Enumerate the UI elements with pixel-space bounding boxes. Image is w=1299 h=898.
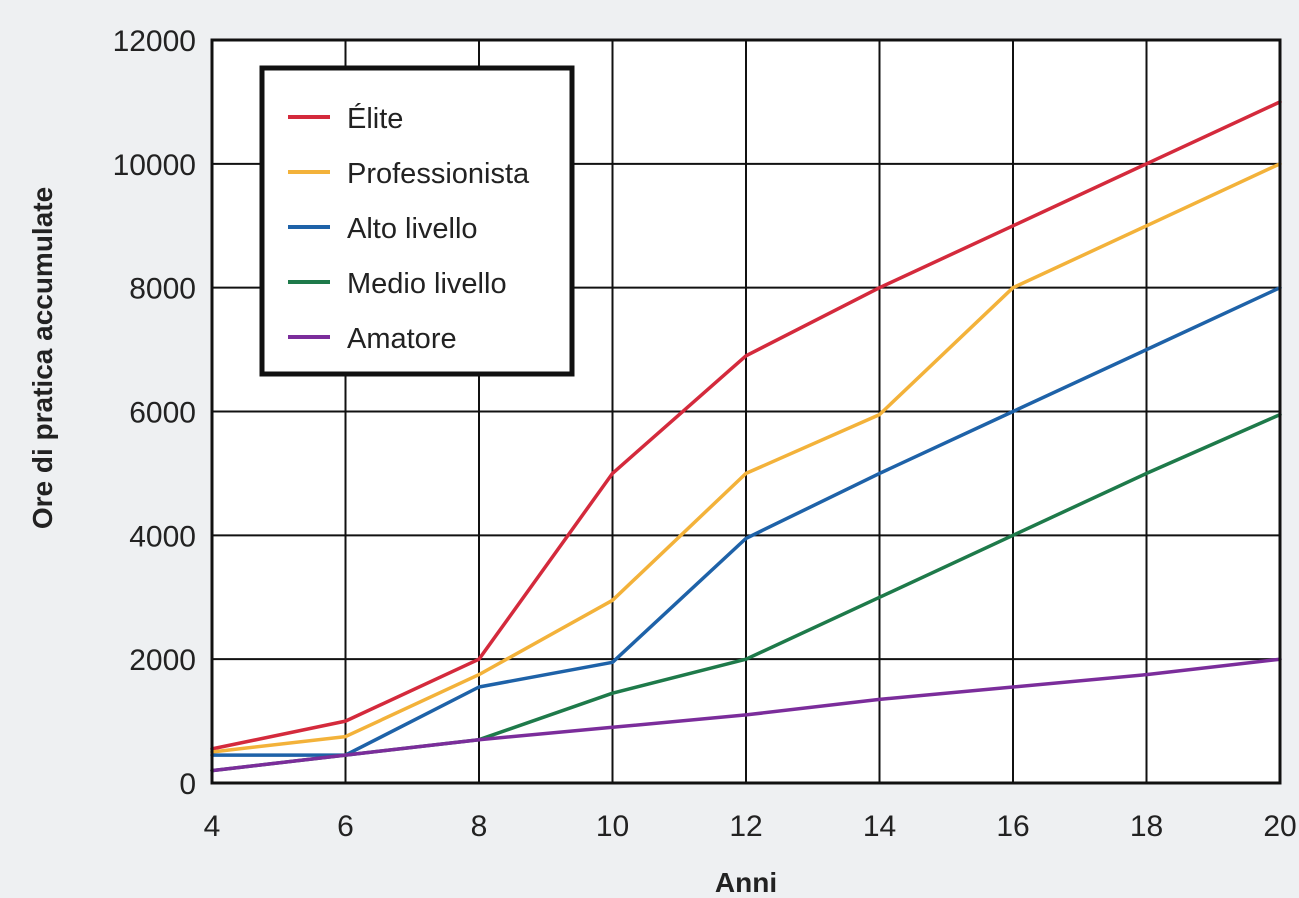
x-axis-title: Anni	[715, 867, 777, 898]
series-line-amatore	[210, 657, 1282, 773]
x-tick-label: 8	[471, 810, 488, 843]
series-line-elite	[210, 100, 1282, 751]
tick-labels: 4 6 8 10 12 14 16 18 20 0 2000 4000 6000 8000 10000 120…	[113, 25, 1297, 843]
x-tick-label: 20	[1263, 810, 1296, 843]
legend-items: Élite Professionista Alto livello Medio liv…	[288, 102, 530, 355]
legend-label-alto-livello: Alto livello	[347, 213, 478, 245]
y-tick-label: 6000	[129, 397, 196, 430]
x-tick-label: 6	[337, 810, 354, 843]
legend-label-amatore: Amatore	[347, 323, 457, 355]
legend-label-medio-livello: Medio livello	[347, 268, 507, 300]
series-line-alto-livello	[210, 285, 1282, 757]
plot-frame	[210, 38, 1282, 785]
legend-label-professionista: Professionista	[347, 158, 530, 190]
x-tick-label: 18	[1130, 810, 1163, 843]
y-axis-title: Ore di pratica accumulate	[27, 187, 58, 529]
y-tick-label: 0	[179, 768, 196, 801]
series-line-professionista	[210, 162, 1282, 754]
x-tick-label: 4	[204, 810, 221, 843]
x-tick-label: 14	[863, 810, 896, 843]
legend-label-elite: Élite	[347, 102, 403, 135]
y-tick-label: 4000	[129, 520, 196, 553]
y-tick-label: 8000	[129, 273, 196, 306]
series-layer	[210, 100, 1282, 773]
y-tick-label: 12000	[113, 25, 196, 58]
x-tick-label: 12	[729, 810, 762, 843]
x-tick-label: 16	[996, 810, 1029, 843]
y-tick-label: 10000	[113, 149, 196, 182]
legend: Élite Professionista Alto livello Medio liv…	[259, 65, 575, 377]
y-tick-label: 2000	[129, 644, 196, 677]
x-tick-label: 10	[596, 810, 629, 843]
